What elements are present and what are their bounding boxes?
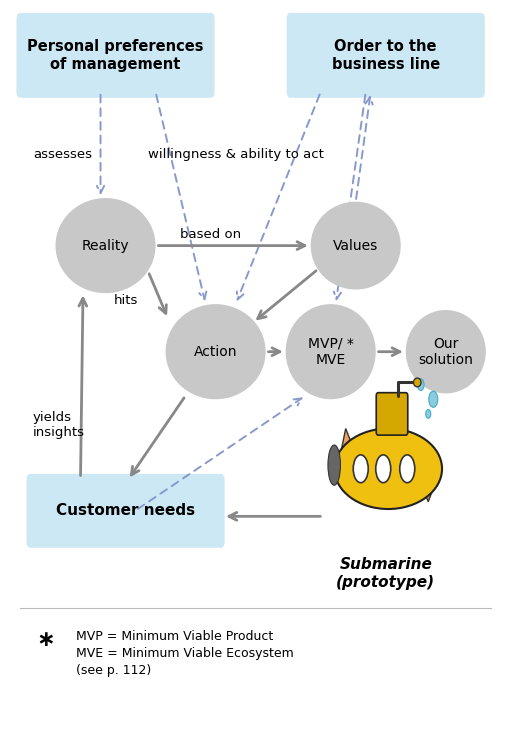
Text: Personal preferences
of management: Personal preferences of management xyxy=(27,38,204,73)
Text: ∗: ∗ xyxy=(36,630,54,650)
FancyBboxPatch shape xyxy=(26,474,224,548)
Ellipse shape xyxy=(353,455,367,482)
Ellipse shape xyxy=(405,310,485,394)
Ellipse shape xyxy=(428,391,437,407)
Text: yields
insights: yields insights xyxy=(33,411,85,439)
Ellipse shape xyxy=(327,445,340,485)
Text: Action: Action xyxy=(193,345,237,359)
Ellipse shape xyxy=(165,304,265,400)
Text: MVP/ *
MVE: MVP/ * MVE xyxy=(307,337,353,367)
Text: hits: hits xyxy=(113,294,137,307)
Ellipse shape xyxy=(334,428,441,509)
Text: Reality: Reality xyxy=(81,238,129,252)
FancyBboxPatch shape xyxy=(16,13,214,98)
Text: MVP = Minimum Viable Product
MVE = Minimum Viable Ecosystem
(see p. 112): MVP = Minimum Viable Product MVE = Minim… xyxy=(75,630,293,677)
Polygon shape xyxy=(337,428,355,465)
Ellipse shape xyxy=(55,198,155,293)
FancyBboxPatch shape xyxy=(286,13,484,98)
Ellipse shape xyxy=(285,304,375,400)
Text: Customer needs: Customer needs xyxy=(56,503,195,518)
Text: Submarine
(prototype): Submarine (prototype) xyxy=(335,556,435,591)
Ellipse shape xyxy=(375,455,390,482)
Text: Order to the
business line: Order to the business line xyxy=(331,38,439,73)
Text: Values: Values xyxy=(332,238,378,252)
Text: Our
solution: Our solution xyxy=(417,337,472,367)
FancyBboxPatch shape xyxy=(376,393,407,435)
Ellipse shape xyxy=(413,378,420,387)
Ellipse shape xyxy=(417,379,423,391)
Ellipse shape xyxy=(425,409,430,418)
Polygon shape xyxy=(417,474,437,502)
Ellipse shape xyxy=(399,455,414,482)
Text: assesses: assesses xyxy=(33,148,92,161)
Text: willingness & ability to act: willingness & ability to act xyxy=(148,148,323,161)
Text: based on: based on xyxy=(180,228,241,241)
Ellipse shape xyxy=(310,202,400,289)
